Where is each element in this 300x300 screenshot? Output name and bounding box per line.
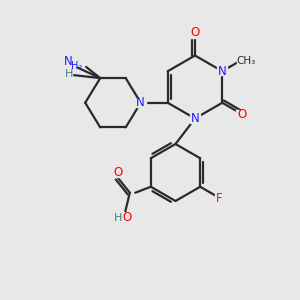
Bar xyxy=(121,213,130,221)
Text: H: H xyxy=(114,213,122,223)
Bar xyxy=(190,114,200,123)
Text: F: F xyxy=(216,191,223,205)
Text: O: O xyxy=(190,26,200,40)
Bar xyxy=(215,194,224,202)
Text: N: N xyxy=(190,112,200,125)
Text: H: H xyxy=(64,69,73,79)
Bar xyxy=(113,168,123,176)
Text: N: N xyxy=(64,55,73,68)
Bar xyxy=(218,67,227,75)
Text: N: N xyxy=(136,96,145,109)
Text: N: N xyxy=(218,65,227,78)
Text: O: O xyxy=(122,211,131,224)
Bar xyxy=(136,98,146,107)
Text: H₂: H₂ xyxy=(70,61,82,71)
Text: O: O xyxy=(237,107,246,121)
Bar xyxy=(236,110,247,118)
Text: CH₃: CH₃ xyxy=(236,56,255,66)
Bar xyxy=(190,28,200,38)
Bar xyxy=(237,56,254,65)
Text: O: O xyxy=(113,166,122,179)
